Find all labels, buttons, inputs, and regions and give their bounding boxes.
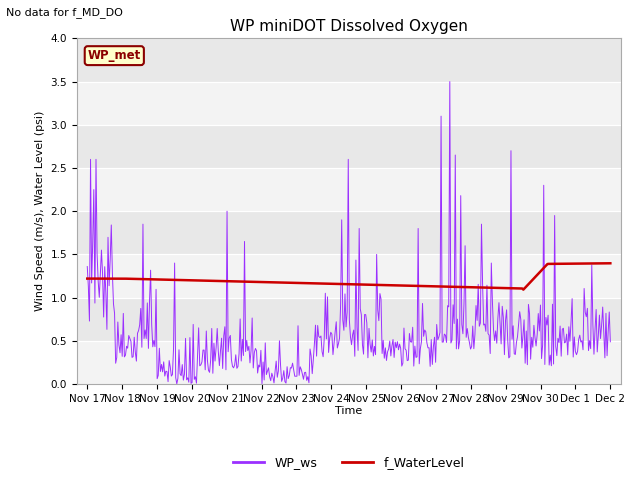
Legend: WP_ws, f_WaterLevel: WP_ws, f_WaterLevel: [228, 452, 470, 475]
X-axis label: Time: Time: [335, 407, 362, 417]
Y-axis label: Wind Speed (m/s), Water Level (psi): Wind Speed (m/s), Water Level (psi): [35, 111, 45, 312]
Bar: [77, 254, 621, 298]
Text: WP_met: WP_met: [88, 49, 141, 62]
Bar: [77, 341, 621, 384]
Title: WP miniDOT Dissolved Oxygen: WP miniDOT Dissolved Oxygen: [230, 20, 468, 35]
Bar: [77, 168, 621, 211]
Text: No data for f_MD_DO: No data for f_MD_DO: [6, 7, 124, 18]
Bar: [77, 82, 621, 125]
